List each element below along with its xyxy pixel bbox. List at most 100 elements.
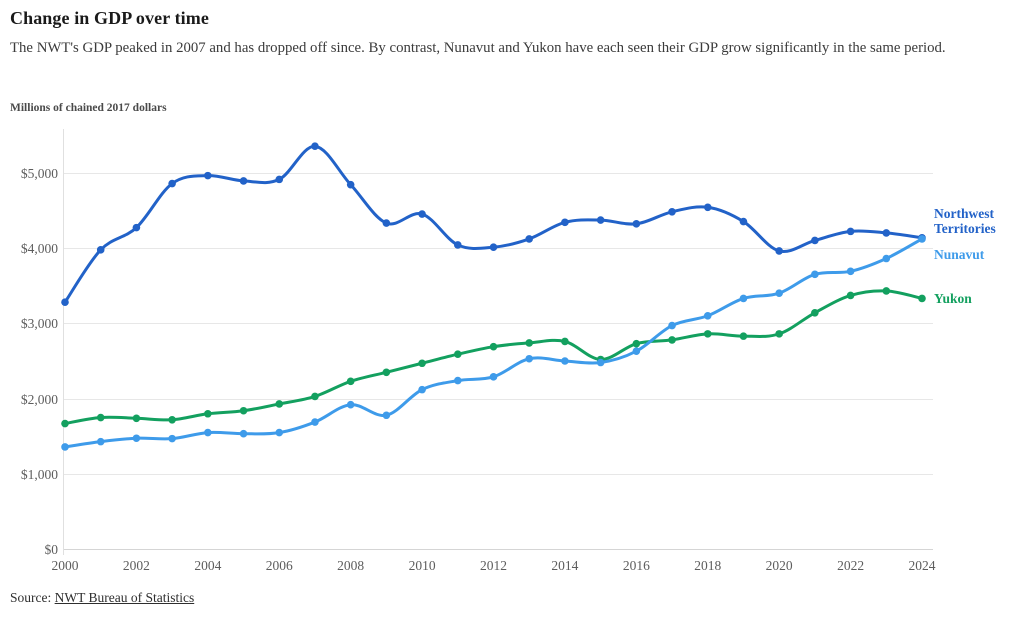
- x-tick-label: 2000: [52, 558, 79, 573]
- data-point-yukon-2024[interactable]: [918, 294, 926, 303]
- data-point-yukon-2013[interactable]: [525, 339, 534, 347]
- data-point-nunavut-2023[interactable]: [882, 254, 891, 263]
- data-point-nunavut-2006[interactable]: [275, 428, 284, 437]
- data-point-yukon-2006[interactable]: [275, 400, 284, 408]
- x-tick-label: 2022: [837, 558, 864, 573]
- data-point-nunavut-2002[interactable]: [132, 434, 141, 443]
- series-line-yukon: [63, 289, 924, 426]
- data-point-yukon-2014[interactable]: [561, 337, 569, 346]
- data-point-nunavut-2011[interactable]: [453, 376, 462, 385]
- x-tick-label: 2020: [766, 558, 793, 573]
- y-tick-label: $4,000: [21, 241, 58, 256]
- data-point-yukon-2004[interactable]: [204, 409, 212, 418]
- data-point-nunavut-2013[interactable]: [525, 354, 534, 363]
- x-tick-label: 2018: [694, 558, 721, 573]
- data-point-nunavut-2021[interactable]: [811, 270, 819, 279]
- data-point-nunavut-2015[interactable]: [596, 358, 605, 367]
- legend-label-northwest-territories: Northwest Territories: [934, 206, 996, 237]
- data-point-yukon-2008[interactable]: [346, 377, 355, 386]
- data-point-nunavut-2005[interactable]: [239, 429, 248, 438]
- data-point-nunavut-2008[interactable]: [346, 400, 355, 409]
- data-point-northwest-territories-2001[interactable]: [96, 246, 105, 254]
- data-point-nunavut-2018[interactable]: [703, 311, 712, 320]
- x-tick-label: 2010: [409, 558, 436, 573]
- data-point-nunavut-2019[interactable]: [739, 294, 748, 303]
- data-point-northwest-territories-2009[interactable]: [382, 219, 391, 227]
- data-point-yukon-2010[interactable]: [418, 359, 426, 368]
- data-point-northwest-territories-2015[interactable]: [596, 216, 605, 224]
- x-tick-label: 2012: [480, 558, 507, 573]
- chart-title: Change in GDP over time: [10, 8, 209, 28]
- data-point-northwest-territories-2021[interactable]: [811, 236, 819, 245]
- data-point-yukon-2023[interactable]: [882, 287, 891, 295]
- data-point-nunavut-2012[interactable]: [489, 373, 498, 381]
- data-point-yukon-2003[interactable]: [168, 415, 176, 424]
- data-point-yukon-2022[interactable]: [846, 291, 855, 300]
- data-point-yukon-2011[interactable]: [453, 350, 462, 359]
- data-point-northwest-territories-2006[interactable]: [275, 175, 284, 184]
- data-point-yukon-2018[interactable]: [703, 330, 712, 338]
- data-point-northwest-territories-2018[interactable]: [703, 203, 712, 212]
- data-point-northwest-territories-2022[interactable]: [846, 227, 855, 236]
- data-point-yukon-2005[interactable]: [239, 406, 248, 415]
- data-point-northwest-territories-2007[interactable]: [311, 142, 319, 151]
- data-point-northwest-territories-2010[interactable]: [418, 210, 426, 218]
- data-point-northwest-territories-2003[interactable]: [168, 179, 176, 188]
- data-point-northwest-territories-2023[interactable]: [882, 229, 891, 237]
- x-tick-label: 2008: [337, 558, 364, 573]
- data-point-northwest-territories-2008[interactable]: [346, 180, 355, 189]
- data-point-northwest-territories-2011[interactable]: [453, 241, 462, 249]
- data-point-nunavut-2022[interactable]: [846, 267, 855, 276]
- data-point-yukon-2007[interactable]: [311, 392, 319, 401]
- data-point-nunavut-2020[interactable]: [775, 289, 783, 297]
- legend-label-nunavut: Nunavut: [934, 247, 985, 262]
- data-point-yukon-2012[interactable]: [489, 342, 498, 351]
- data-point-nunavut-2024[interactable]: [918, 235, 926, 243]
- data-point-northwest-territories-2013[interactable]: [525, 235, 534, 243]
- x-tick-label: 2002: [123, 558, 150, 573]
- data-point-northwest-territories-2020[interactable]: [775, 247, 783, 255]
- source-link[interactable]: NWT Bureau of Statistics: [54, 590, 195, 605]
- y-tick-label: $0: [45, 542, 59, 557]
- data-point-yukon-2009[interactable]: [382, 368, 391, 377]
- data-point-nunavut-2003[interactable]: [168, 434, 176, 443]
- data-point-yukon-2017[interactable]: [668, 336, 676, 344]
- data-point-yukon-2001[interactable]: [96, 413, 105, 422]
- data-point-yukon-2000[interactable]: [61, 419, 69, 428]
- data-point-yukon-2020[interactable]: [775, 330, 783, 338]
- data-point-northwest-territories-2000[interactable]: [61, 298, 69, 307]
- data-point-yukon-2019[interactable]: [739, 332, 748, 340]
- data-point-nunavut-2014[interactable]: [561, 357, 569, 365]
- data-point-northwest-territories-2004[interactable]: [204, 171, 212, 180]
- source-line: Source: NWT Bureau of Statistics: [10, 590, 194, 606]
- data-point-nunavut-2004[interactable]: [204, 428, 212, 437]
- data-point-northwest-territories-2012[interactable]: [489, 243, 498, 252]
- data-point-northwest-territories-2019[interactable]: [739, 217, 748, 226]
- data-point-nunavut-2001[interactable]: [96, 437, 105, 446]
- data-point-nunavut-2009[interactable]: [382, 411, 391, 420]
- data-point-northwest-territories-2014[interactable]: [561, 218, 569, 227]
- series-line-northwest-territories: [63, 144, 924, 304]
- data-point-nunavut-2010[interactable]: [418, 385, 426, 394]
- data-point-nunavut-2000[interactable]: [61, 443, 69, 451]
- x-tick-label: 2006: [266, 558, 293, 573]
- data-point-northwest-territories-2016[interactable]: [632, 220, 641, 228]
- y-tick-label: $1,000: [21, 467, 58, 482]
- data-point-northwest-territories-2002[interactable]: [132, 223, 141, 232]
- data-point-northwest-territories-2005[interactable]: [239, 177, 248, 185]
- x-tick-label: 2016: [623, 558, 650, 573]
- data-point-yukon-2016[interactable]: [632, 339, 641, 348]
- x-tick-label: 2014: [551, 558, 578, 573]
- legend-label-yukon: Yukon: [934, 291, 972, 306]
- data-point-yukon-2002[interactable]: [132, 414, 141, 423]
- y-tick-label: $3,000: [21, 316, 58, 331]
- data-point-nunavut-2016[interactable]: [632, 347, 641, 356]
- data-point-nunavut-2017[interactable]: [668, 321, 676, 330]
- chart-subtitle: The NWT's GDP peaked in 2007 and has dro…: [10, 40, 946, 56]
- data-point-northwest-territories-2017[interactable]: [668, 207, 676, 216]
- y-tick-label: $5,000: [21, 166, 58, 181]
- data-point-nunavut-2007[interactable]: [311, 418, 319, 426]
- x-tick-label: 2024: [909, 558, 936, 573]
- data-point-yukon-2021[interactable]: [811, 308, 819, 317]
